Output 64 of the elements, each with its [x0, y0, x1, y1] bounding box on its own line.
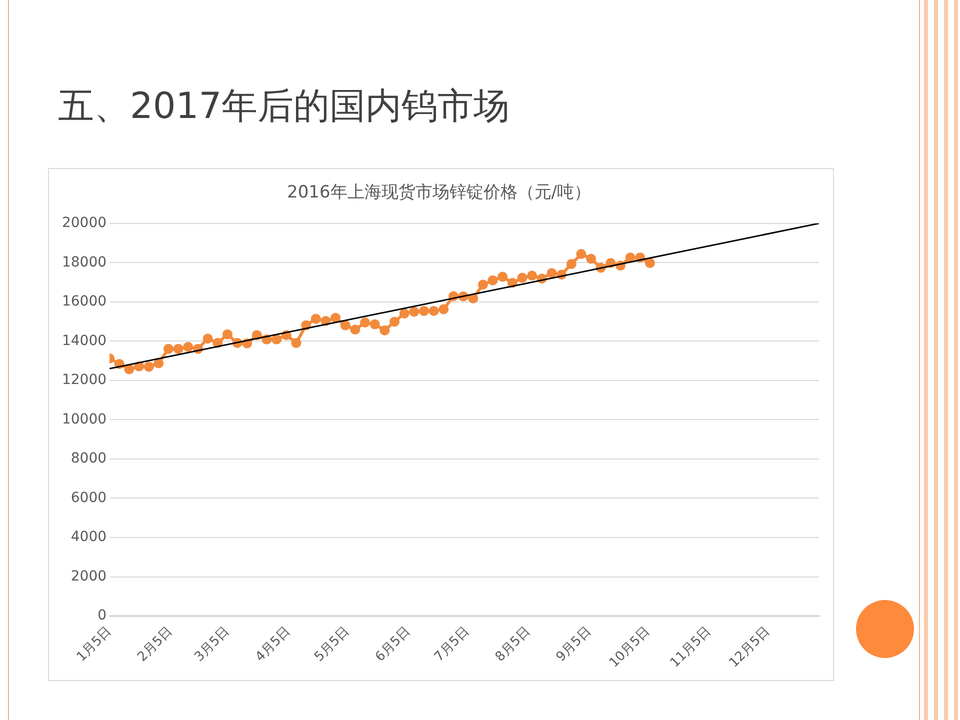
- chart-subtitle: 2016年上海现货市场锌锭价格（元/吨）: [287, 182, 591, 203]
- x-tick-label: 3月5日: [192, 624, 233, 665]
- point: [468, 293, 478, 304]
- point: [546, 268, 557, 278]
- x-tick-label: 6月5日: [372, 624, 414, 665]
- y-tick-label: 20000: [62, 215, 107, 232]
- point: [330, 312, 341, 323]
- y-tick-label: 2000: [70, 568, 107, 584]
- y-tick-label: 18000: [62, 254, 107, 270]
- point: [124, 364, 134, 374]
- point: [644, 258, 655, 268]
- point: [428, 306, 439, 316]
- point: [183, 342, 194, 352]
- x-tick-label: 12月5日: [726, 624, 774, 671]
- y-tick-label: 14000: [62, 332, 107, 349]
- point: [340, 320, 350, 330]
- x-tick-label: 9月5日: [554, 624, 594, 665]
- point: [350, 324, 360, 335]
- point: [566, 259, 576, 270]
- point: [310, 314, 321, 324]
- point: [252, 330, 262, 340]
- point: [272, 334, 282, 344]
- point: [399, 308, 410, 319]
- x-tick-label: 11月5日: [668, 624, 714, 671]
- y-tick-label: 8000: [70, 450, 107, 467]
- point: [360, 318, 370, 328]
- point: [390, 316, 400, 327]
- point: [154, 358, 164, 368]
- x-tick-label: 10月5日: [606, 624, 654, 671]
- point: [478, 280, 488, 290]
- point: [625, 252, 636, 263]
- x-tick-label: 8月5日: [492, 624, 534, 665]
- point: [498, 272, 508, 282]
- point: [212, 338, 223, 348]
- point: [576, 249, 586, 260]
- point: [586, 254, 596, 264]
- y-tick-label: 16000: [62, 294, 107, 310]
- point: [517, 272, 528, 283]
- point: [418, 306, 429, 316]
- point: [222, 329, 232, 340]
- point: [320, 316, 331, 326]
- x-tick-label: 4月5日: [252, 624, 294, 665]
- point: [134, 361, 144, 372]
- point: [409, 306, 420, 317]
- point: [291, 338, 302, 348]
- point: [438, 304, 449, 314]
- x-tick-label: 5月5日: [312, 624, 353, 665]
- chart-title: 五、2017年后的国内钨市场: [58, 85, 510, 129]
- point: [173, 344, 184, 354]
- y-tick-label: 0: [98, 608, 107, 624]
- x-tick-label: 2月5日: [134, 624, 176, 665]
- point: [163, 344, 174, 354]
- point: [488, 275, 498, 286]
- y-tick-label: 12000: [62, 372, 107, 388]
- point: [370, 319, 380, 330]
- point: [202, 334, 213, 344]
- y-tick-label: 4000: [70, 529, 107, 546]
- point: [380, 325, 390, 336]
- y-tick-label: 10000: [62, 411, 107, 428]
- x-tick-label: 7月5日: [432, 624, 472, 665]
- point: [527, 270, 538, 281]
- point: [144, 362, 154, 372]
- x-tick-label: 1月5日: [74, 624, 115, 665]
- y-tick-label: 6000: [70, 490, 107, 506]
